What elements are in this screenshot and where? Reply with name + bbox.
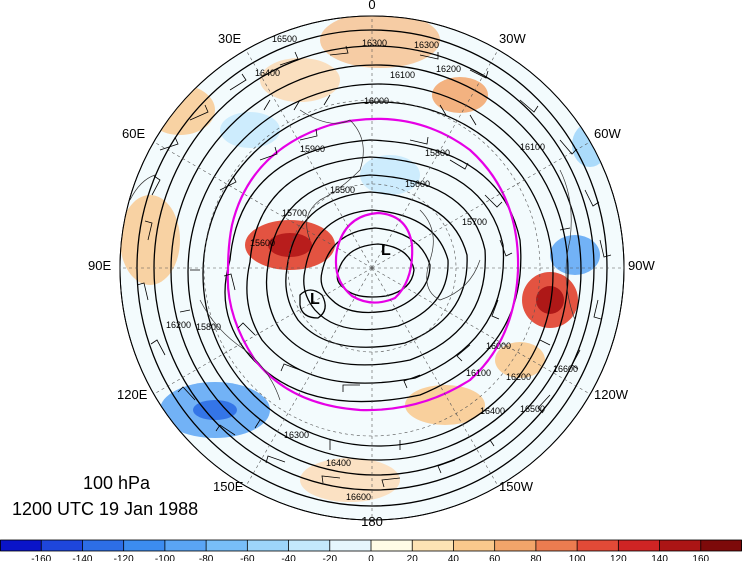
colorbar-swatch	[618, 540, 661, 551]
contour-label: 16400	[326, 458, 351, 468]
colorbar-swatch	[329, 540, 372, 551]
contour-label: 16500	[520, 404, 545, 414]
contour-label: 16600	[346, 492, 371, 502]
colorbar-swatch	[700, 540, 742, 551]
lon-label-30e: 30E	[218, 31, 241, 46]
contour-label: 15600	[250, 238, 275, 248]
lon-label-0: 0	[368, 0, 375, 12]
lon-label-150w: 150W	[499, 479, 534, 494]
contour-label: 15700	[462, 217, 487, 227]
colorbar-tick-label: 80	[530, 554, 542, 561]
colorbar-tick-label: -80	[199, 554, 214, 561]
map-border	[119, 15, 625, 521]
colorbar-swatch	[82, 540, 125, 551]
contour-label: 16600	[553, 364, 578, 374]
colorbar-tick-label: -40	[281, 554, 296, 561]
contour-label: 16000	[486, 341, 511, 351]
lon-label-90w: 90W	[628, 258, 655, 273]
contour-label: 16300	[362, 38, 387, 48]
lon-label-60e: 60E	[122, 126, 145, 141]
contour-label: 16200	[166, 320, 191, 330]
lon-label-90e: 90E	[88, 258, 111, 273]
title-level: 100 hPa	[83, 473, 151, 493]
colorbar-tick-label: 140	[651, 554, 668, 561]
lon-label-30w: 30W	[499, 31, 526, 46]
lon-label-150e: 150E	[213, 479, 244, 494]
lon-label-60w: 60W	[594, 126, 621, 141]
colorbar-tick-label: 100	[569, 554, 586, 561]
wind-barbs	[136, 45, 612, 488]
contour-label: 15700	[282, 208, 307, 218]
colorbar-tick-label: 60	[489, 554, 501, 561]
contour-labels: 16500 16300 16300 16400 16200 16100 1600…	[166, 34, 578, 502]
contour-label: 15600	[405, 179, 430, 189]
colorbar-tick-label: -60	[240, 554, 255, 561]
colorbar-swatch	[288, 540, 331, 551]
lon-label-180: 180	[361, 514, 383, 529]
low-center-label: L	[381, 242, 391, 259]
coastlines	[129, 109, 576, 401]
colorbar-swatch	[164, 540, 207, 551]
anomaly-fill	[120, 16, 608, 502]
colorbar-tick-label: -160	[31, 554, 51, 561]
colorbar-swatch	[453, 540, 496, 551]
title-time: 1200 UTC 19 Jan 1988	[12, 499, 199, 519]
contour-label: 16000	[364, 96, 389, 106]
contour-label: 16200	[506, 372, 531, 382]
graticule	[120, 16, 624, 520]
colorbar-tick-label: -20	[323, 554, 338, 561]
contour-label: 16500	[272, 34, 297, 44]
colorbar-tick-label: 40	[448, 554, 460, 561]
colorbar-tick-label: -140	[72, 554, 92, 561]
colorbar-tick-label: 20	[407, 554, 419, 561]
contour-label: 15800	[196, 322, 221, 332]
contour-label: 16300	[414, 40, 439, 50]
colorbar-tick-label: 0	[368, 554, 374, 561]
colorbar-swatch	[371, 540, 413, 551]
contour-label: 15500	[330, 185, 355, 195]
contour-label: 16300	[284, 430, 309, 440]
contour-label: 16400	[480, 406, 505, 416]
jet-contours	[226, 117, 520, 412]
contour-label: 16100	[390, 70, 415, 80]
contour-label: 16400	[255, 68, 280, 78]
colorbar-swatch	[0, 540, 42, 551]
colorbar: -160 -140 -120 -100 -80 -60 -40 -20 0 20 40 60 80 100…	[0, 539, 742, 561]
colorbar-swatch	[659, 540, 702, 551]
low-center-label: L	[310, 291, 320, 308]
colorbar-swatch	[494, 540, 537, 551]
colorbar-swatch	[412, 540, 454, 551]
colorbar-swatch	[41, 540, 83, 551]
colorbar-tick-label: -120	[114, 554, 134, 561]
colorbar-swatch	[206, 540, 248, 551]
contour-label: 16100	[466, 368, 491, 378]
colorbar-swatch	[123, 540, 166, 551]
lon-label-120e: 120E	[117, 387, 148, 402]
contour-label: 16100	[520, 142, 545, 152]
colorbar-swatch	[577, 540, 619, 551]
colorbar-tick-label: -100	[155, 554, 175, 561]
colorbar-tick-label: 120	[610, 554, 627, 561]
longitude-labels: 0 30W 60W 90W 120W 150W 180 150E 120E 90…	[88, 0, 655, 529]
contour-label: 15900	[300, 144, 325, 154]
colorbar-tick-label: 160	[692, 554, 709, 561]
contour-label: 16200	[436, 64, 461, 74]
contour-label: 15800	[425, 148, 450, 158]
colorbar-swatch	[247, 540, 290, 551]
colorbar-swatch	[535, 540, 578, 551]
lon-label-120w: 120W	[594, 387, 629, 402]
